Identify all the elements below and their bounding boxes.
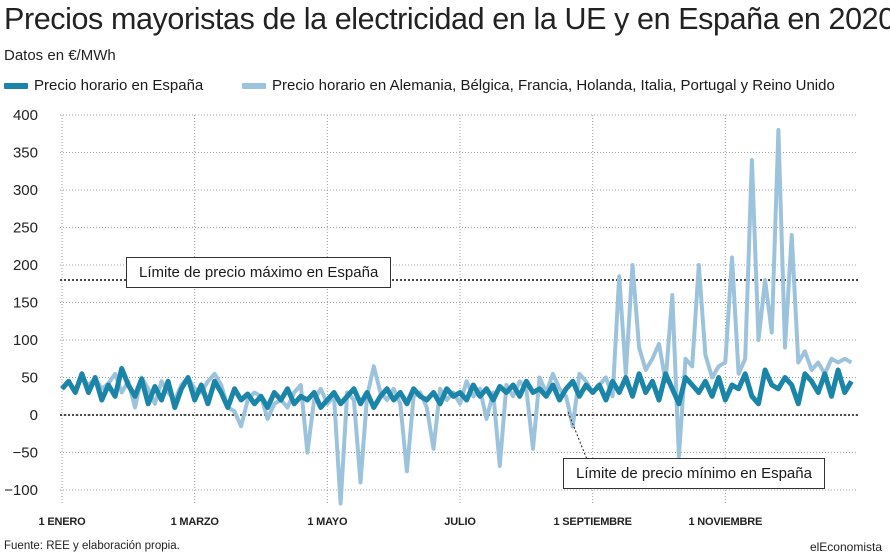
y-tick-label: 250 [13, 220, 38, 237]
series-line-europe [60, 128, 853, 506]
x-tick-label: 1 SEPTIEMBRE [554, 516, 632, 528]
y-tick-label: 400 [13, 107, 38, 124]
chart-title: Precios mayoristas de la electricidad en… [4, 2, 890, 36]
y-tick-label: 100 [13, 332, 38, 349]
brand-logo: elEconomista [809, 540, 882, 554]
y-tick-label: 0 [30, 407, 38, 424]
y-tick-label: 200 [13, 257, 38, 274]
legend-swatch-europe [242, 82, 266, 89]
x-tick-label: 1 ENERO [39, 516, 87, 528]
legend-item-spain: Precio horario en España [4, 77, 203, 94]
source-note: Fuente: REE y elaboración propia. [4, 540, 180, 552]
chart-subtitle: Datos en €/MWh [4, 47, 116, 64]
x-tick-label: 1 MAYO [307, 516, 348, 528]
grid [60, 114, 858, 505]
legend-label-spain: Precio horario en España [34, 77, 204, 94]
min-annotation-leader [567, 411, 589, 463]
y-tick-label: 350 [13, 145, 38, 162]
y-tick-label: −100 [4, 482, 38, 499]
y-tick-label: 50 [21, 370, 38, 387]
series-lines [60, 128, 854, 506]
x-tick-label: JULIO [444, 516, 476, 528]
legend-swatch-spain [4, 82, 28, 89]
max-price-annotation: Límite de precio máximo en España [126, 257, 392, 288]
min-price-annotation: Límite de precio mínimo en España [563, 458, 825, 489]
series-line-spain [60, 366, 854, 410]
y-tick-label: 300 [13, 182, 38, 199]
legend-label-europe: Precio horario en Alemania, Bélgica, Fra… [272, 77, 835, 94]
x-tick-label: 1 MARZO [171, 516, 220, 528]
legend-item-europe: Precio horario en Alemania, Bélgica, Fra… [242, 77, 835, 94]
x-tick-label: 1 NOVIEMBRE [689, 516, 763, 528]
x-axis: 1 ENERO 1 MARZO 1 MAYO JULIO 1 SEPTIEMBRE 1 N… [39, 516, 763, 528]
y-tick-label: 150 [13, 295, 38, 312]
y-tick-label: −50 [13, 445, 38, 462]
y-axis: 400 350 300 250 200 150 100 50 0 −50 −100 [4, 107, 38, 499]
